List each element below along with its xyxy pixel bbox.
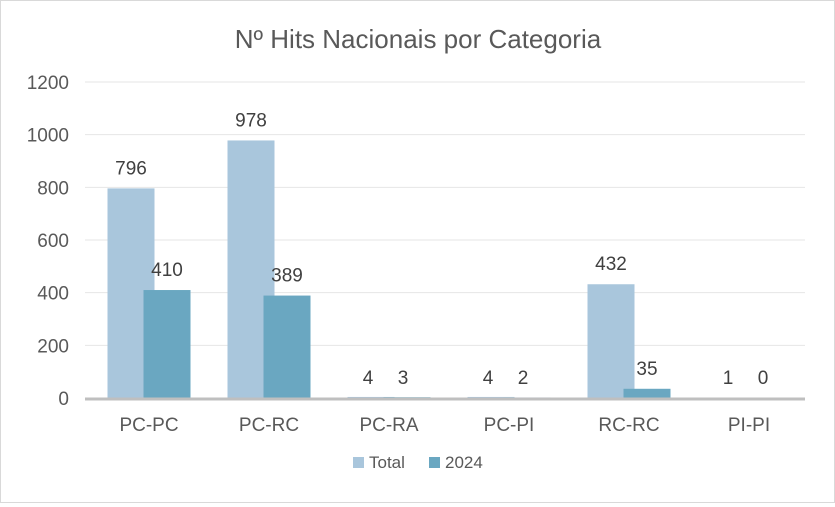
legend: Total 2024 <box>353 453 483 472</box>
x-tick-label: PC-RA <box>359 415 418 436</box>
data-label: 410 <box>151 260 183 281</box>
x-tick-label: PC-PC <box>119 415 178 436</box>
x-axis: PC-PC PC-RC PC-RA PC-PI RC-RC PI-PI <box>85 399 805 436</box>
y-tick-label: 200 <box>37 336 69 357</box>
data-label: 4 <box>483 368 494 389</box>
bar-total-rc-rc <box>588 284 635 398</box>
data-label: 796 <box>115 158 147 179</box>
chart-title: Nº Hits Nacionais por Categoria <box>235 24 602 54</box>
data-label: 3 <box>398 368 409 389</box>
bar-2024-rc-rc <box>624 389 671 398</box>
data-label: 1 <box>723 368 734 389</box>
gridlines <box>85 82 805 345</box>
legend-label: 2024 <box>445 453 483 472</box>
legend-label: Total <box>369 453 405 472</box>
y-tick-label: 600 <box>37 231 69 252</box>
bar-2024-pc-rc <box>264 296 311 398</box>
data-label: 389 <box>271 266 303 287</box>
legend-swatch-2024 <box>429 457 440 468</box>
y-tick-label: 400 <box>37 284 69 305</box>
legend-swatch-total <box>353 457 364 468</box>
y-tick-label: 1200 <box>27 73 69 94</box>
data-label: 4 <box>363 368 374 389</box>
y-tick-label: 1000 <box>27 126 69 147</box>
x-tick-label: PC-RC <box>239 415 299 436</box>
x-tick-label: RC-RC <box>598 415 659 436</box>
data-labels: 796 978 4 4 432 1 410 389 3 2 35 0 <box>115 110 768 389</box>
x-tick-label: PC-PI <box>484 415 535 436</box>
x-tick-label: PI-PI <box>728 415 770 436</box>
y-tick-label: 0 <box>58 389 69 410</box>
data-label: 0 <box>758 368 769 389</box>
y-axis: 0 200 400 600 800 1000 1200 <box>27 73 69 410</box>
data-label: 978 <box>235 110 267 131</box>
y-tick-label: 800 <box>37 178 69 199</box>
data-label: 35 <box>636 359 657 380</box>
data-label: 432 <box>595 254 627 275</box>
data-label: 2 <box>518 368 529 389</box>
bar-2024-pc-pc <box>144 290 191 398</box>
